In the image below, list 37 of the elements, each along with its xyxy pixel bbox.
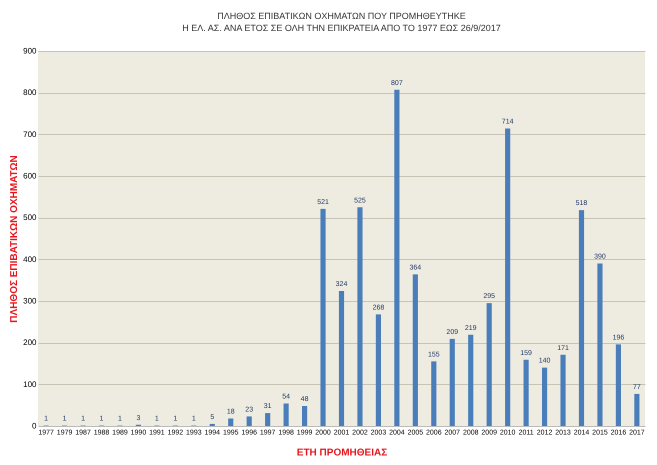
y-tick-label: 100: [23, 380, 38, 389]
bar: [468, 334, 474, 426]
y-tick-label: 500: [23, 213, 38, 222]
bar: [246, 416, 252, 426]
bar: [597, 264, 603, 426]
bar: [505, 128, 510, 426]
bar: [376, 314, 382, 426]
y-tick-label: 400: [23, 254, 38, 264]
bar: [357, 207, 363, 426]
bar: [634, 394, 640, 426]
y-axis-title: ΠΛΗΘΟΣ ΕΠΙΒΑΤΙΚΩΝ ΟΧΗΜΑΤΩΝ: [9, 155, 20, 323]
x-axis-title: ΕΤΗ ΠΡΟΜΗΘΕΙΑΣ: [296, 448, 388, 458]
bar: [542, 368, 548, 426]
chart-subtitle: Η ΕΛ. ΑΣ. ΑΝΑ ΕΤΟΣ ΣΕ ΟΛΗ ΤΗΝ ΕΠΙΚΡΑΤΕΙΑ ΑΠΟ ΤΟ 1977 ΕΩΣ 26/9/2017: [182, 23, 501, 33]
bar: [412, 274, 418, 426]
y-tick-label: 0: [32, 422, 38, 430]
bar: [394, 90, 400, 426]
bar: [560, 354, 566, 426]
bar: [320, 208, 326, 426]
y-tick-label: 200: [23, 338, 38, 348]
bar: [578, 210, 584, 426]
y-tick-label: 700: [23, 130, 38, 139]
bar: [486, 303, 492, 426]
y-tick-label: 300: [23, 296, 38, 306]
bar: [302, 406, 308, 426]
chart-title: ΠΛΗΘΟΣ ΕΠΙΒΑΤΙΚΩΝ ΟΧΗΜΑΤΩΝ ΠΟΥ ΠΡΟΜΗΘΕΥΤΗΚΕ: [217, 11, 466, 21]
bar: [338, 291, 344, 426]
bar: [265, 413, 270, 426]
bar: [450, 338, 455, 426]
bar: [284, 404, 289, 426]
y-tick-label: 600: [23, 172, 38, 180]
bar: [524, 360, 529, 426]
bar: [228, 418, 234, 426]
bar: [616, 344, 621, 426]
y-tick-label: 900: [23, 46, 38, 56]
bar: [431, 361, 436, 426]
y-tick-label: 800: [23, 88, 38, 98]
